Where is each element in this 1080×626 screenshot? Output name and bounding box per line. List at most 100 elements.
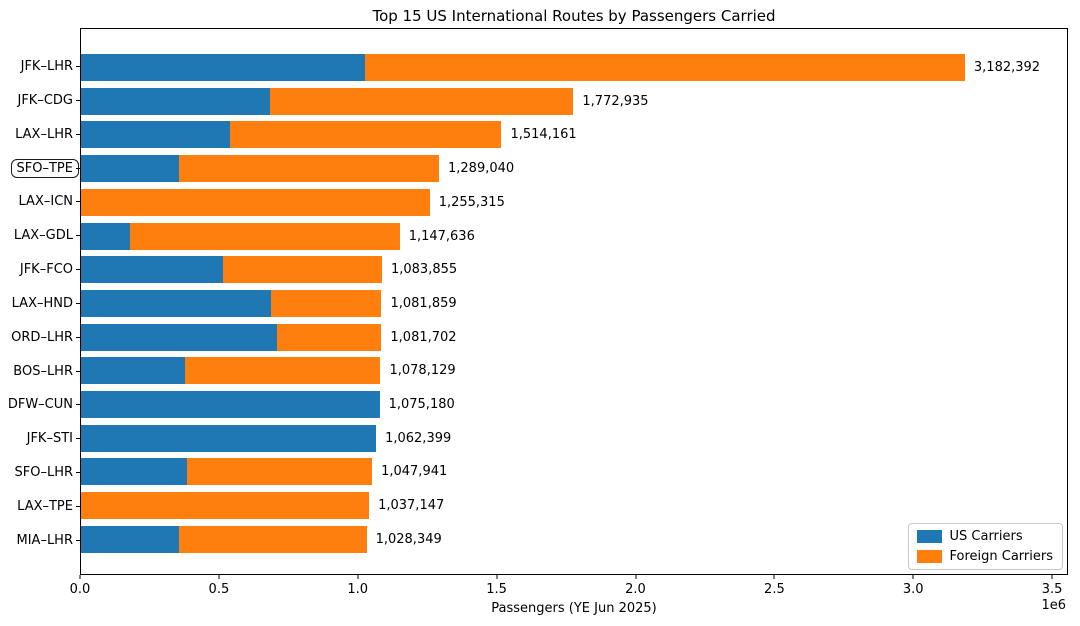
legend: US Carriers Foreign Carriers — [907, 523, 1063, 570]
bar-row: 1,083,855 — [81, 256, 1067, 284]
bar-row: 1,078,129 — [81, 357, 1067, 385]
y-axis-label: LAX–HND — [11, 295, 73, 311]
x-tick-label: 2.5 — [764, 582, 785, 597]
chart-title: Top 15 US International Routes by Passen… — [372, 7, 776, 25]
x-tick-label: 3.5 — [1041, 582, 1063, 597]
y-axis-label: LAX–TPE — [17, 498, 73, 514]
bar-segment-foreign-carriers — [271, 289, 382, 317]
bar-row: 1,255,315 — [81, 188, 1067, 216]
x-tick-mark — [773, 575, 775, 579]
x-tick-label: 1.5 — [486, 582, 507, 597]
stacked-bar — [81, 525, 367, 553]
bar-segment-foreign-carriers — [223, 256, 382, 284]
bar-segment-us-carriers — [81, 121, 231, 149]
y-axis-label: JFK–STI — [26, 431, 73, 447]
bar-segment-foreign-carriers — [129, 222, 400, 250]
bar-segment-us-carriers — [81, 391, 380, 419]
y-axis-label: SFO–LHR — [14, 465, 73, 481]
y-tick-mark — [76, 505, 80, 507]
y-axis-label-row: JFK–FCO — [0, 256, 80, 283]
x-tick-label: 3.0 — [902, 582, 924, 597]
bar-value-label: 1,147,636 — [408, 228, 475, 244]
bar-segment-us-carriers — [81, 323, 278, 351]
bar-row: 1,028,349 — [81, 525, 1067, 553]
y-axis-label-row: JFK–STI — [0, 425, 80, 452]
y-tick-mark — [76, 235, 80, 237]
legend-entry-us-carriers: US Carriers — [916, 529, 1054, 544]
y-axis-label-row: SFO–LHR — [0, 459, 80, 486]
stacked-bar — [81, 323, 382, 351]
bar-segment-foreign-carriers — [81, 492, 370, 520]
y-axis-label-row: JFK–CDG — [0, 87, 80, 114]
bar-value-label: 1,037,147 — [378, 498, 445, 514]
bar-segment-foreign-carriers — [184, 357, 381, 385]
bar-segment-us-carriers — [81, 424, 377, 452]
bar-row: 1,047,941 — [81, 458, 1067, 486]
x-axis-title: Passengers (YE Jun 2025) — [491, 601, 657, 616]
bar-row: 1,075,180 — [81, 391, 1067, 419]
bar-segment-us-carriers — [81, 222, 130, 250]
y-axis-label-row: LAX–HND — [0, 290, 80, 317]
y-axis-label: MIA–LHR — [16, 532, 74, 548]
bar-value-label: 1,255,315 — [438, 194, 505, 210]
x-tick-mark — [496, 575, 498, 579]
y-axis-label-row: LAX–ICN — [0, 188, 80, 215]
y-axis-label: LAX–GDL — [13, 228, 73, 244]
y-tick-mark — [76, 472, 80, 474]
x-tick-mark — [357, 575, 359, 579]
y-axis-label-row: LAX–GDL — [0, 222, 80, 249]
bar-value-label: 1,289,040 — [448, 161, 515, 177]
y-tick-mark — [76, 438, 80, 440]
bar-row: 1,772,935 — [81, 87, 1067, 115]
y-axis-label: ORD–LHR — [11, 329, 73, 345]
x-tick-mark — [635, 575, 636, 579]
x-tick-mark — [218, 575, 220, 579]
bar-value-label: 1,514,161 — [510, 127, 577, 143]
legend-swatch-us-carriers — [916, 530, 942, 543]
y-axis-label-row: MIA–LHR — [0, 527, 80, 554]
stacked-bar — [81, 155, 439, 183]
y-axis-label-row: ORD–LHR — [0, 324, 80, 351]
bar-row: 3,182,392 — [81, 54, 1067, 81]
y-axis-label-row: JFK–LHR — [0, 53, 80, 80]
stacked-bar — [81, 188, 430, 216]
bar-value-label: 1,772,935 — [582, 93, 649, 109]
y-axis-label-row: LAX–LHR — [0, 121, 80, 148]
bar-segment-foreign-carriers — [178, 155, 439, 183]
stacked-bar — [81, 492, 370, 520]
y-tick-mark — [76, 370, 80, 372]
bar-segment-foreign-carriers — [277, 323, 382, 351]
y-axis-label: JFK–CDG — [17, 92, 74, 108]
bar-value-label: 1,081,702 — [390, 329, 457, 345]
bar-row: 1,514,161 — [81, 121, 1067, 149]
x-tick-mark — [1051, 575, 1053, 579]
legend-entry-foreign-carriers: Foreign Carriers — [916, 549, 1053, 564]
y-axis-label: LAX–LHR — [15, 126, 73, 142]
y-tick-mark — [76, 99, 80, 101]
bar-value-label: 1,028,349 — [375, 531, 442, 547]
y-axis-label: DFW–CUN — [7, 397, 73, 413]
bar-value-label: 1,083,855 — [390, 262, 458, 278]
y-axis-label: JFK–FCO — [19, 262, 73, 278]
y-tick-mark — [76, 404, 80, 406]
stacked-bar — [81, 87, 574, 115]
stacked-bar — [81, 424, 377, 452]
y-tick-mark — [76, 167, 80, 169]
bar-segment-foreign-carriers — [364, 54, 965, 81]
y-tick-mark — [76, 66, 80, 67]
stacked-bar — [81, 458, 373, 486]
bar-row: 1,037,147 — [81, 492, 1067, 520]
x-tick-label: 0.5 — [208, 582, 230, 597]
legend-swatch-foreign-carriers — [916, 550, 942, 563]
bar-value-label: 3,182,392 — [973, 60, 1041, 75]
bar-row: 1,081,859 — [81, 289, 1067, 317]
stacked-bar — [81, 222, 400, 250]
bar-row: 1,147,636 — [81, 222, 1067, 250]
bar-segment-us-carriers — [81, 155, 179, 183]
stacked-bar — [81, 256, 382, 284]
plot-area: 3,182,392 1,772,935 1,514,161 1,289,040 1,25… — [80, 28, 1068, 575]
y-axis-label-highlighted[interactable]: SFO–TPE — [10, 158, 79, 178]
bar-value-label: 1,075,180 — [388, 397, 455, 413]
bar-value-label: 1,047,941 — [381, 464, 448, 480]
